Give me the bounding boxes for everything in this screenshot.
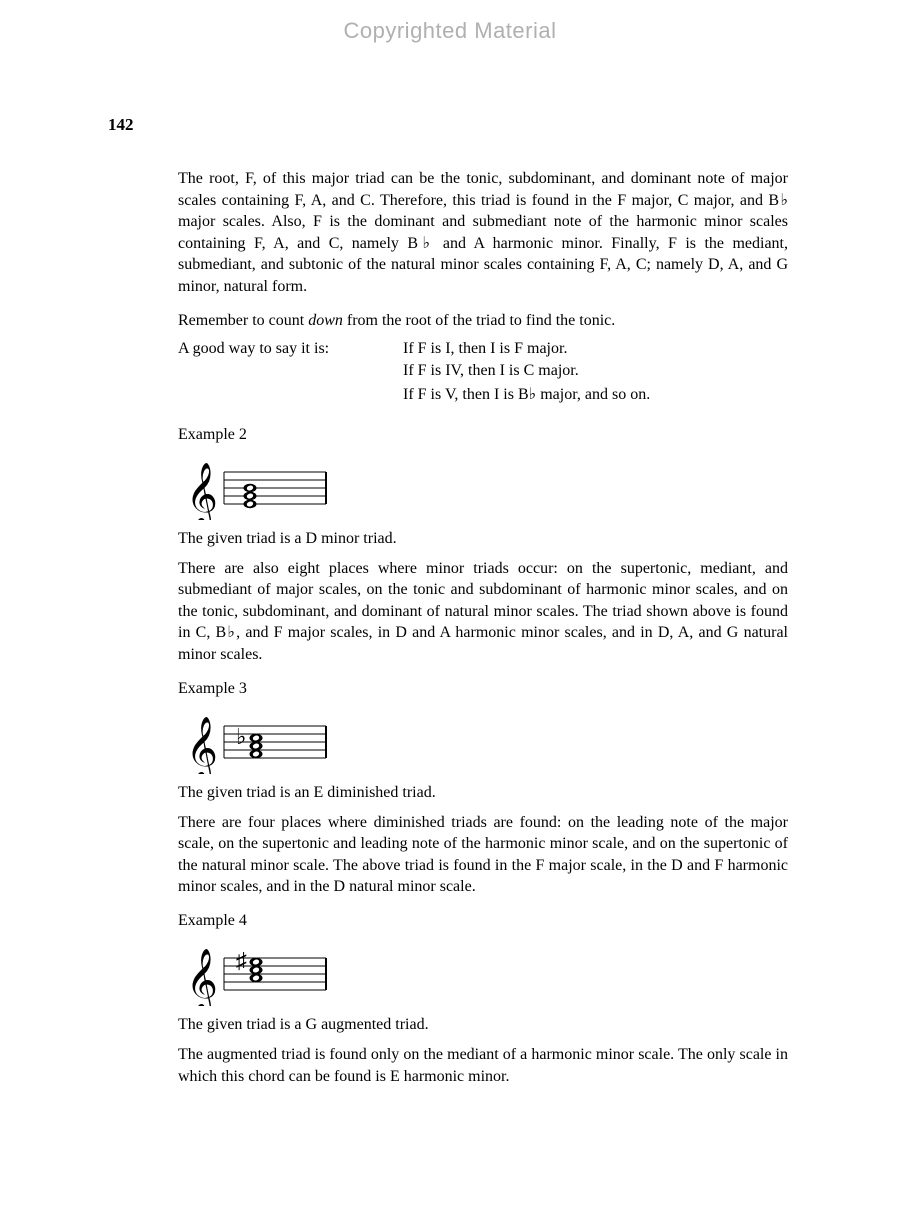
example-4-staff: 𝄞♯ <box>178 936 788 1006</box>
example-3-label: Example 3 <box>178 680 788 698</box>
watermark-text: Copyrighted Material <box>0 18 900 44</box>
example-3-staff: 𝄞♭ <box>178 704 788 774</box>
example-3-paragraph: There are four places where diminished t… <box>178 812 788 898</box>
good-way-rule-1: If F is I, then I is F major. <box>403 340 788 358</box>
remember-line: Remember to count down from the root of … <box>178 312 788 330</box>
svg-text:𝄞: 𝄞 <box>186 464 218 520</box>
example-2-caption: The given triad is a D minor triad. <box>178 530 788 548</box>
example-2-label: Example 2 <box>178 426 788 444</box>
svg-text:♭: ♭ <box>236 724 246 749</box>
example-4-paragraph: The augmented triad is found only on the… <box>178 1044 788 1087</box>
svg-text:𝄞: 𝄞 <box>186 950 218 1006</box>
good-way-block: A good way to say it is: If F is I, then… <box>178 340 788 404</box>
example-4-label: Example 4 <box>178 912 788 930</box>
example-4-caption: The given triad is a G augmented triad. <box>178 1016 788 1034</box>
intro-paragraph: The root, F, of this major triad can be … <box>178 168 788 298</box>
svg-text:𝄞: 𝄞 <box>186 718 218 774</box>
svg-text:♯: ♯ <box>236 948 247 973</box>
page-number: 142 <box>108 115 134 135</box>
example-3-caption: The given triad is an E diminished triad… <box>178 784 788 802</box>
good-way-intro: A good way to say it is: <box>178 340 403 358</box>
example-2-staff: 𝄞 <box>178 450 788 520</box>
good-way-rule-3: If F is V, then I is B♭ major, and so on… <box>403 384 788 404</box>
good-way-rule-2: If F is IV, then I is C major. <box>403 362 788 380</box>
page-content: The root, F, of this major triad can be … <box>178 168 788 1101</box>
example-2-paragraph: There are also eight places where minor … <box>178 558 788 666</box>
